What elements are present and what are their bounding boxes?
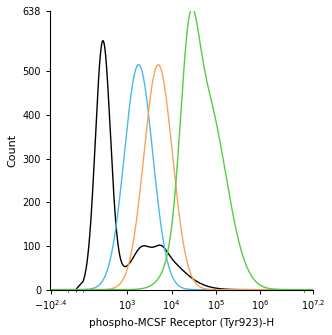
Y-axis label: Count: Count [7,134,17,167]
X-axis label: phospho-MCSF Receptor (Tyr923)-H: phospho-MCSF Receptor (Tyr923)-H [89,318,274,328]
